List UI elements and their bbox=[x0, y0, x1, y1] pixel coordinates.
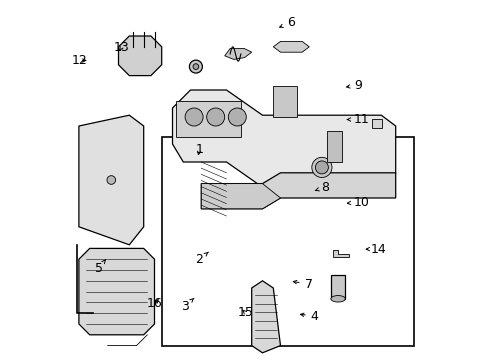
Text: 4: 4 bbox=[300, 310, 318, 323]
Circle shape bbox=[315, 161, 328, 174]
Text: 5: 5 bbox=[95, 260, 105, 275]
Circle shape bbox=[185, 108, 203, 126]
Ellipse shape bbox=[330, 296, 345, 302]
Text: 2: 2 bbox=[195, 252, 208, 266]
Circle shape bbox=[228, 108, 246, 126]
Circle shape bbox=[107, 176, 115, 184]
Text: 12: 12 bbox=[72, 54, 87, 67]
Text: 16: 16 bbox=[146, 297, 162, 310]
Polygon shape bbox=[201, 184, 280, 209]
Circle shape bbox=[311, 157, 331, 177]
Polygon shape bbox=[79, 115, 143, 245]
Text: 11: 11 bbox=[346, 113, 368, 126]
Bar bbox=[176, 101, 241, 137]
Text: 9: 9 bbox=[346, 79, 361, 92]
Circle shape bbox=[193, 64, 199, 69]
Polygon shape bbox=[201, 173, 395, 209]
Bar bbox=[273, 86, 296, 117]
Text: 13: 13 bbox=[113, 41, 129, 54]
Bar bbox=[162, 137, 413, 346]
Polygon shape bbox=[79, 248, 154, 335]
Circle shape bbox=[189, 60, 202, 73]
Text: 7: 7 bbox=[293, 278, 312, 291]
Bar bbox=[330, 275, 345, 299]
Text: 8: 8 bbox=[315, 181, 328, 194]
Polygon shape bbox=[224, 49, 251, 59]
Text: 1: 1 bbox=[195, 143, 203, 156]
Circle shape bbox=[206, 108, 224, 126]
Polygon shape bbox=[172, 90, 395, 187]
Bar bbox=[326, 131, 341, 162]
Text: 3: 3 bbox=[181, 298, 194, 312]
Text: 10: 10 bbox=[346, 196, 368, 209]
Polygon shape bbox=[332, 250, 348, 257]
Polygon shape bbox=[273, 41, 309, 52]
Polygon shape bbox=[118, 36, 162, 76]
Text: 6: 6 bbox=[279, 16, 294, 29]
Text: 14: 14 bbox=[366, 243, 386, 256]
Polygon shape bbox=[251, 281, 280, 353]
Bar bbox=[371, 119, 382, 128]
Text: 15: 15 bbox=[237, 306, 253, 319]
